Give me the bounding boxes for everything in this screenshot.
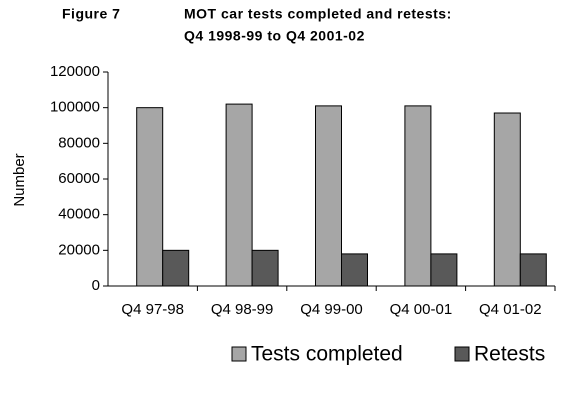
- figure-label: Figure 7: [62, 6, 120, 22]
- y-axis-label: Number: [11, 153, 28, 206]
- legend-label: Tests completed: [251, 343, 403, 366]
- bar: [225, 103, 253, 287]
- y-tick-label: 120000: [50, 63, 100, 80]
- y-tick-label: 0: [92, 277, 100, 294]
- bar: [341, 253, 368, 287]
- y-tick-label: 80000: [58, 134, 100, 151]
- y-tick-label: 60000: [58, 170, 100, 187]
- bar: [315, 105, 342, 287]
- chart-title: Q4 1998-99 to Q4 2001-02: [184, 28, 365, 44]
- legend-label: Retests: [474, 343, 545, 366]
- chart-title: MOT car tests completed and retests:: [184, 6, 452, 22]
- legend-swatch: [231, 346, 247, 362]
- y-tick-label: 40000: [58, 206, 100, 223]
- x-tick-label: Q4 00-01: [390, 301, 453, 318]
- x-tick-label: Q4 97-98: [121, 301, 184, 318]
- bar: [136, 107, 164, 287]
- bar: [493, 112, 521, 287]
- y-tick-label: 20000: [58, 241, 100, 258]
- bar: [251, 249, 279, 287]
- bar: [404, 105, 432, 287]
- bar: [430, 253, 458, 287]
- bar: [162, 249, 190, 287]
- y-tick-label: 100000: [50, 99, 100, 116]
- x-tick-label: Q4 01-02: [479, 301, 542, 318]
- legend-swatch: [454, 346, 470, 362]
- x-tick-label: Q4 98-99: [211, 301, 274, 318]
- bar: [519, 253, 547, 287]
- x-tick-label: Q4 99-00: [300, 301, 363, 318]
